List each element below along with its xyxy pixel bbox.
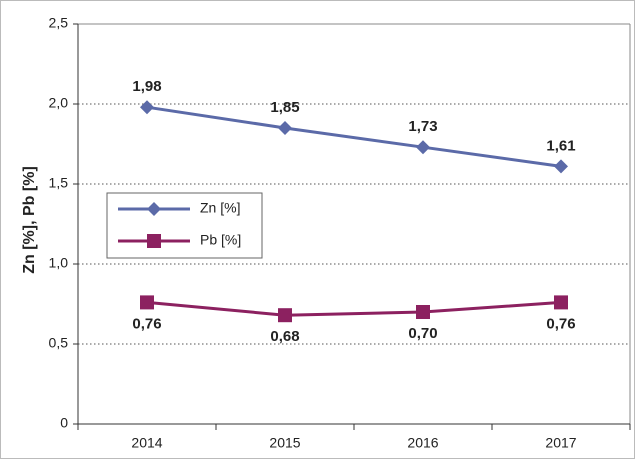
y-tick-label: 1,5 bbox=[49, 175, 69, 191]
data-label: 1,73 bbox=[408, 118, 437, 135]
y-axis-label: Zn [%], Pb [%] bbox=[21, 166, 38, 274]
data-point bbox=[140, 295, 154, 310]
x-tick-label: 2017 bbox=[545, 435, 576, 451]
y-tick-label: 2,5 bbox=[49, 15, 69, 31]
data-label: 1,98 bbox=[132, 78, 161, 95]
x-tick-label: 2014 bbox=[131, 435, 162, 451]
data-point bbox=[140, 100, 154, 115]
series-line bbox=[146, 105, 562, 168]
x-tick-label: 2016 bbox=[407, 435, 438, 451]
data-label: 1,85 bbox=[270, 99, 299, 116]
data-point bbox=[278, 121, 292, 135]
data-point bbox=[554, 295, 568, 310]
legend bbox=[106, 192, 263, 259]
y-tick-label: 1,0 bbox=[49, 255, 69, 271]
legend-label: Pb [%] bbox=[200, 232, 241, 248]
series-line bbox=[146, 300, 562, 317]
y-tick-label: 0 bbox=[60, 415, 68, 431]
data-label: 0,76 bbox=[132, 315, 161, 332]
data-label: 0,70 bbox=[408, 325, 437, 342]
legend-marker bbox=[147, 202, 161, 216]
y-tick-label: 0,5 bbox=[49, 335, 69, 351]
legend-label: Zn [%] bbox=[200, 200, 240, 216]
data-point bbox=[416, 305, 430, 319]
y-tick-label: 2,0 bbox=[49, 95, 69, 111]
data-point bbox=[278, 308, 292, 323]
data-label: 0,68 bbox=[270, 328, 299, 345]
data-point bbox=[416, 140, 430, 155]
x-tick-label: 2015 bbox=[269, 435, 300, 451]
data-point bbox=[554, 159, 568, 174]
legend-marker bbox=[147, 234, 161, 248]
data-label: 0,76 bbox=[546, 315, 575, 332]
data-label: 1,61 bbox=[546, 137, 575, 154]
